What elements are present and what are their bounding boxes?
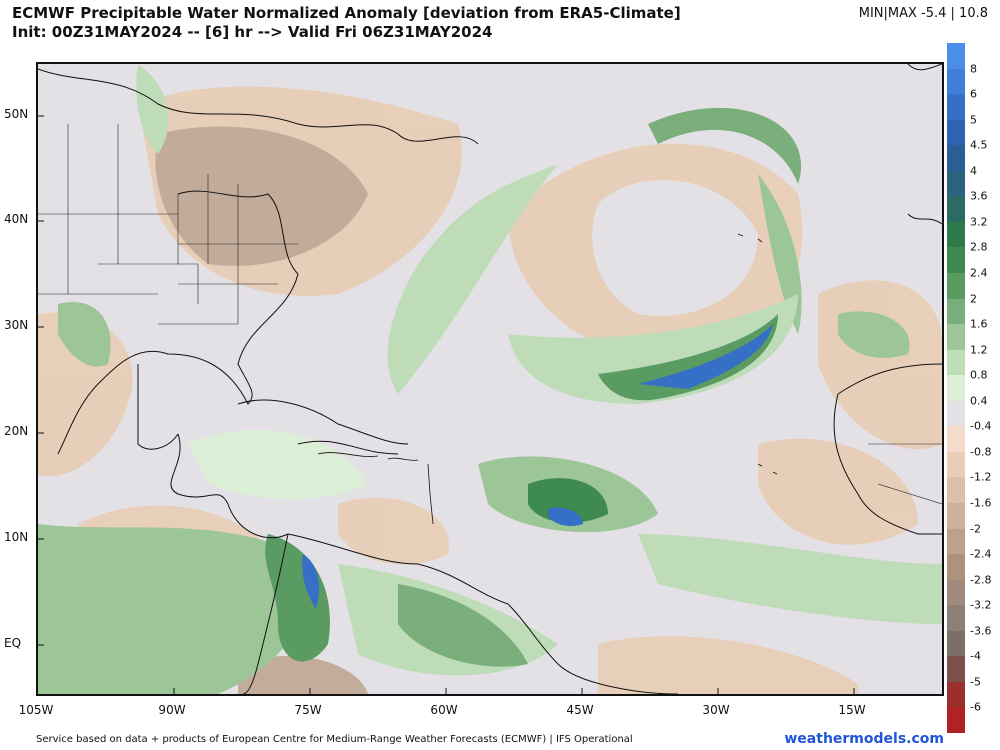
colorbar-label: 4.5	[970, 138, 988, 152]
data-credit: Service based on data + products of Euro…	[36, 734, 633, 745]
colorbar-segment	[947, 528, 965, 555]
colorbar-label: 2.8	[970, 240, 988, 254]
colorbar-label: -1.2	[970, 470, 992, 484]
colorbar-segment	[947, 400, 965, 427]
colorbar-segment	[947, 605, 965, 632]
anomaly-map	[36, 62, 944, 696]
colorbar-label: 1.6	[970, 317, 988, 331]
colorbar-label: 2	[970, 292, 977, 306]
colorbar-segment	[947, 94, 965, 121]
lon-label-75w: 75W	[294, 703, 322, 717]
colorbar-segment	[947, 477, 965, 504]
graticule-ticks	[38, 115, 855, 694]
colorbar-segment	[947, 349, 965, 376]
lon-label-30w: 30W	[702, 703, 730, 717]
colorbar-label: -4	[970, 649, 981, 663]
lat-label-10n: 10N	[4, 530, 29, 544]
colorbar-segment	[947, 630, 965, 657]
colorbar-segment	[947, 579, 965, 606]
brand-link[interactable]: weathermodels.com	[784, 731, 944, 747]
lat-label-30n: 30N	[4, 318, 29, 332]
map-canvas	[38, 64, 942, 694]
moist-anomaly-regions	[38, 64, 942, 694]
colorbar-label: 0.8	[970, 368, 988, 382]
colorbar-segment	[947, 221, 965, 248]
lon-label-90w: 90W	[158, 703, 186, 717]
colorbar-segment	[947, 273, 965, 300]
islands	[317, 233, 778, 525]
lat-label-40n: 40N	[4, 212, 29, 226]
colorbar-label: -2.4	[970, 547, 992, 561]
min-max-readout: MIN|MAX -5.4 | 10.8	[858, 6, 988, 21]
colorbar-segment	[947, 375, 965, 402]
colorbar-segment	[947, 656, 965, 683]
colorbar-segment	[947, 681, 965, 708]
colorbar-label: 4	[970, 164, 977, 178]
colorbar-segment	[947, 707, 965, 734]
colorbar-label: 5	[970, 113, 977, 127]
lat-label-50n: 50N	[4, 107, 29, 121]
colorbar-segment	[947, 503, 965, 530]
political-borders	[38, 124, 942, 505]
lon-label-15w: 15W	[838, 703, 866, 717]
colorbar-label: -1.6	[970, 496, 992, 510]
colorbar-segment	[947, 43, 965, 70]
colorbar-segment	[947, 145, 965, 172]
colorbar-label: -5	[970, 675, 981, 689]
colorbar-label: 1.2	[970, 343, 988, 357]
colorbar-segment	[947, 451, 965, 478]
lon-label-45w: 45W	[566, 703, 594, 717]
colorbar-segment	[947, 119, 965, 146]
colorbar-label: 0.4	[970, 394, 988, 408]
colorbar-segment	[947, 196, 965, 223]
colorbar-segment	[947, 170, 965, 197]
chart-title: ECMWF Precipitable Water Normalized Anom…	[12, 4, 681, 42]
colorbar-segment	[947, 426, 965, 453]
colorbar-label: 3.2	[970, 215, 988, 229]
lon-label-60w: 60W	[430, 703, 458, 717]
colorbar-label: 6	[970, 87, 977, 101]
colorbar-label: -3.6	[970, 624, 992, 638]
coastlines	[38, 64, 942, 694]
colorbar-segment	[947, 298, 965, 325]
colorbar-label: -0.8	[970, 445, 992, 459]
lat-label-eq: EQ	[4, 636, 22, 650]
colorbar-label: -0.4	[970, 419, 992, 433]
colorbar-segment	[947, 324, 965, 351]
lon-label-105w: 105W	[18, 703, 54, 717]
colorbar-label: 2.4	[970, 266, 988, 280]
title-line-1: ECMWF Precipitable Water Normalized Anom…	[12, 4, 681, 22]
colorbar-label: 3.6	[970, 189, 988, 203]
colorbar-segment	[947, 247, 965, 274]
colorbar-label: -6	[970, 700, 981, 714]
colorbar	[947, 43, 965, 734]
colorbar-label: -2	[970, 522, 981, 536]
colorbar-label: -3.2	[970, 598, 992, 612]
lat-label-20n: 20N	[4, 424, 29, 438]
colorbar-segment	[947, 68, 965, 95]
colorbar-label: -2.8	[970, 573, 992, 587]
colorbar-segment	[947, 554, 965, 581]
title-line-2: Init: 00Z31MAY2024 -- [6] hr --> Valid F…	[12, 23, 493, 41]
colorbar-label: 8	[970, 62, 977, 76]
